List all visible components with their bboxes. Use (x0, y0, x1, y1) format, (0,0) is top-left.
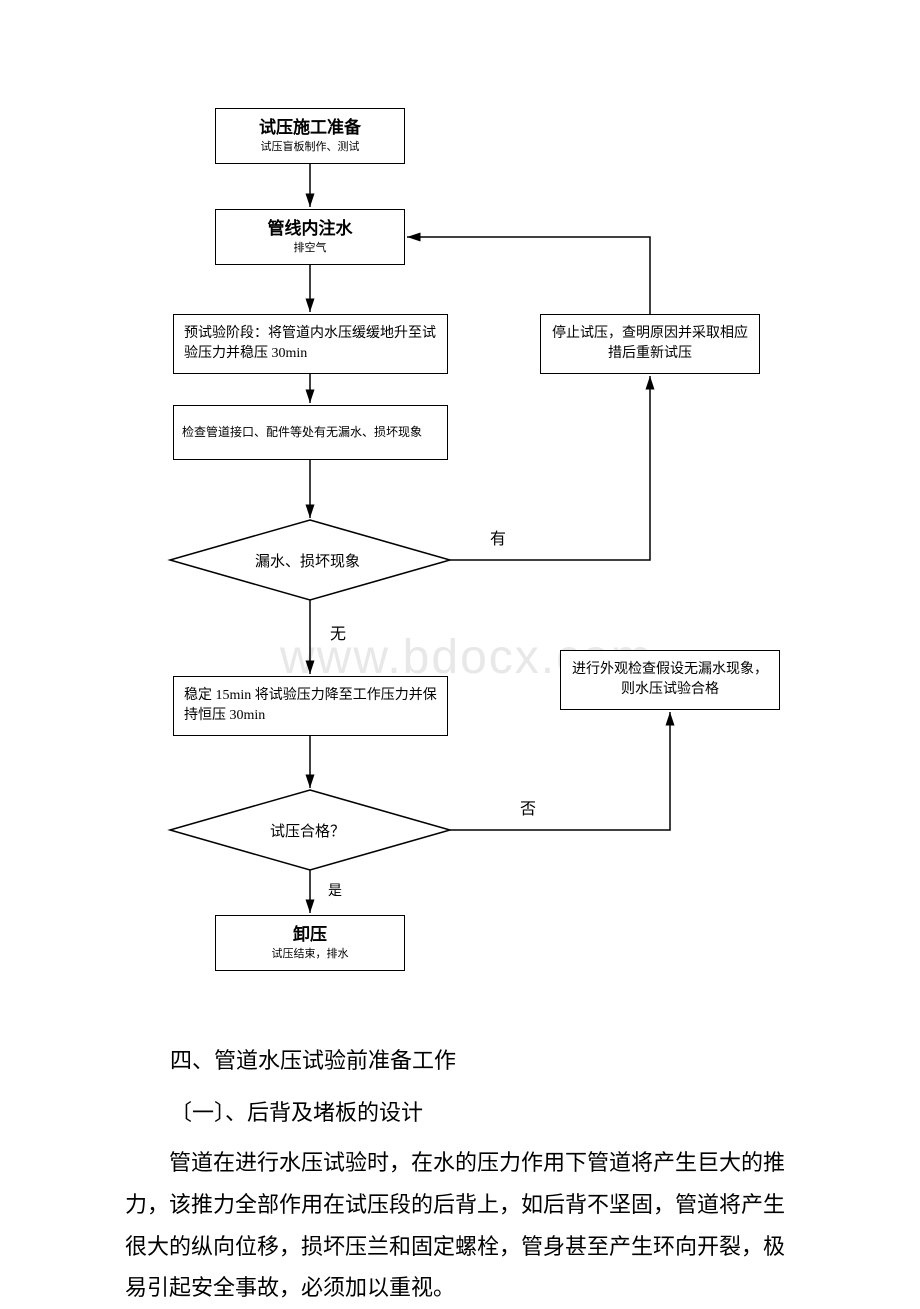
label-yes-has: 有 (490, 525, 506, 549)
node-ext-text: 进行外观检查假设无漏水现象，则水压试验合格 (571, 660, 769, 699)
node-prep: 试压施工准备 试压盲板制作、测试 (215, 108, 405, 164)
node-prep-sub: 试压盲板制作、测试 (261, 141, 360, 154)
node-pretest-text: 预试验阶段：将管道内水压缓缓地升至试验压力并稳压 30min (184, 324, 437, 363)
heading-section-4: 四、管道水压试验前准备工作 (170, 1040, 456, 1082)
heading-sub-1: 〔一〕、后背及堵板的设计 (170, 1092, 423, 1134)
node-stabilize: 稳定 15min 将试验压力降至工作压力并保持恒压 30min (173, 676, 448, 736)
node-external-check: 进行外观检查假设无漏水现象，则水压试验合格 (560, 650, 780, 710)
node-stop-retest: 停止试压，查明原因并采取相应措后重新试压 (540, 314, 760, 374)
node-stop-text: 停止试压，查明原因并采取相应措后重新试压 (551, 324, 749, 363)
label-yes: 是 (328, 880, 342, 900)
node-release: 卸压 试压结束，排水 (215, 915, 405, 971)
paragraph-body: 管道在进行水压试验时，在水的压力作用下管道将产生巨大的推力，该推力全部作用在试压… (125, 1142, 805, 1309)
node-prep-title: 试压施工准备 (259, 117, 361, 139)
node-fill-water: 管线内注水 排空气 (215, 209, 405, 265)
node-check-leak-text: 检查管道接口、配件等处有无漏水、损坏现象 (182, 424, 422, 441)
node-stabilize-text: 稳定 15min 将试验压力降至工作压力并保持恒压 30min (184, 686, 437, 725)
node-fill-title: 管线内注水 (268, 218, 353, 240)
diamond-leak-label: 漏水、损坏现象 (255, 550, 360, 571)
node-release-sub: 试压结束，排水 (272, 948, 349, 961)
node-release-title: 卸压 (293, 924, 327, 946)
page: www.bdocx.com 试压施工准备 试 (0, 0, 920, 1302)
flowchart-connectors (0, 0, 920, 1000)
diamond-pass-label: 试压合格？ (270, 820, 345, 841)
node-check-leak: 检查管道接口、配件等处有无漏水、损坏现象 (173, 405, 448, 460)
node-fill-sub: 排空气 (294, 242, 327, 255)
label-no: 无 (330, 620, 346, 644)
node-pretest: 预试验阶段：将管道内水压缓缓地升至试验压力并稳压 30min (173, 314, 448, 374)
label-no2: 否 (520, 795, 536, 819)
